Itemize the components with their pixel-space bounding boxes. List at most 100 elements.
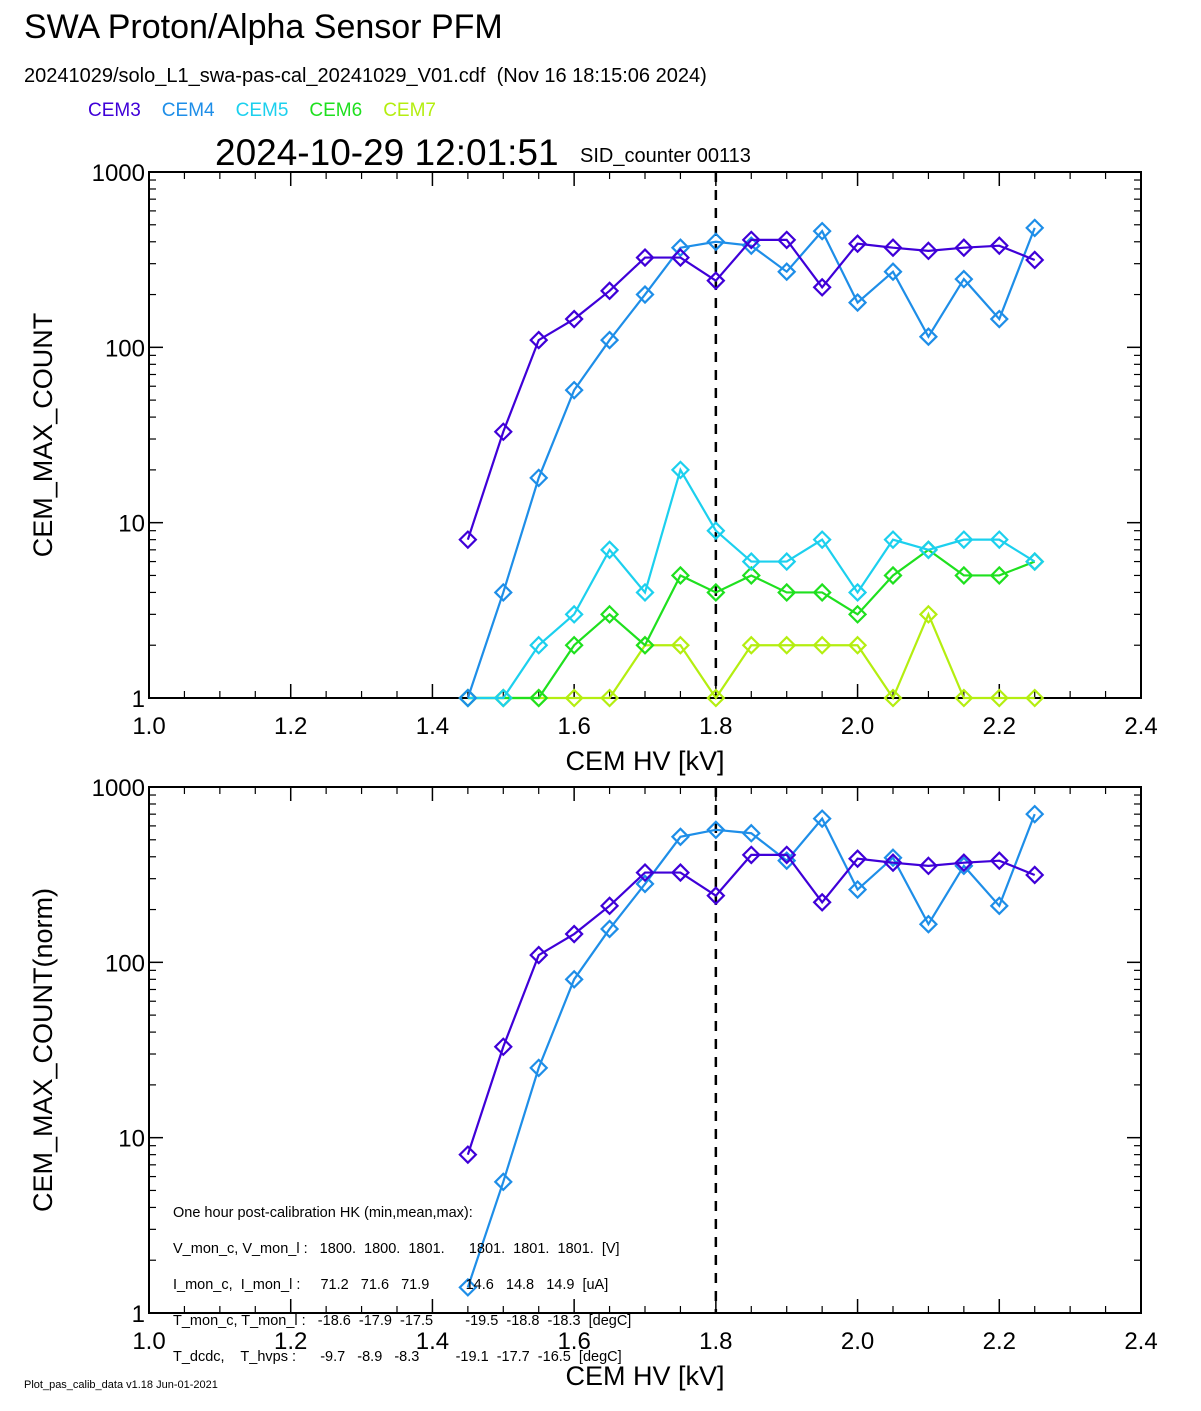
data-point bbox=[493, 582, 513, 602]
data-point bbox=[989, 309, 1009, 329]
data-point bbox=[883, 848, 903, 868]
data-point bbox=[458, 530, 478, 550]
data-point bbox=[564, 688, 584, 708]
data-point bbox=[741, 823, 761, 843]
data-point bbox=[883, 530, 903, 550]
x-tick-label: 2.2 bbox=[983, 1328, 1016, 1355]
data-point bbox=[777, 845, 797, 865]
data-point bbox=[706, 271, 726, 291]
x-tick-label: 1.4 bbox=[416, 1328, 449, 1355]
data-point bbox=[706, 886, 726, 906]
data-point bbox=[812, 635, 832, 655]
data-point bbox=[670, 565, 690, 586]
data-point bbox=[670, 238, 690, 258]
data-point bbox=[918, 327, 938, 347]
x-tick-label: 1.0 bbox=[132, 713, 165, 740]
x-tick-label: 1.8 bbox=[699, 713, 732, 740]
series-line bbox=[467, 548, 1036, 700]
data-point bbox=[848, 234, 868, 254]
x-tick-label: 1.6 bbox=[557, 713, 590, 740]
data-point bbox=[883, 262, 903, 282]
data-point bbox=[635, 635, 655, 655]
data-point bbox=[741, 565, 761, 586]
data-point bbox=[777, 262, 797, 282]
legend-entry-cem6: CEM6 bbox=[309, 100, 363, 121]
chart-panel-1: 1.0 1.2 1.4 1.6 1.8 2.0 2.2 2.4 1 10 100 1000 CEM HV… bbox=[28, 160, 1158, 776]
x-tick-label: 1.6 bbox=[557, 1328, 590, 1355]
page-title: SWA Proton/Alpha Sensor PFM bbox=[24, 8, 503, 46]
x-tick-label: 1.2 bbox=[274, 1328, 307, 1355]
data-point bbox=[706, 582, 726, 602]
data-point bbox=[741, 552, 761, 572]
data-point bbox=[1025, 688, 1045, 708]
data-point bbox=[883, 688, 903, 708]
data-point bbox=[883, 565, 903, 586]
y-tick-label: 1 bbox=[132, 686, 145, 713]
x-tick-label: 1.8 bbox=[699, 1328, 732, 1355]
data-point bbox=[529, 468, 549, 488]
data-point bbox=[954, 853, 974, 873]
data-point bbox=[529, 330, 549, 350]
data-point bbox=[600, 919, 620, 939]
series-line bbox=[467, 467, 1036, 700]
data-point bbox=[1025, 804, 1045, 824]
x-tick-label: 2.0 bbox=[841, 1328, 874, 1355]
x-axis-label: CEM HV [kV] bbox=[565, 746, 724, 776]
data-point bbox=[564, 604, 584, 624]
series-line bbox=[466, 853, 1036, 1156]
data-point bbox=[529, 1058, 549, 1078]
y-axis-label: CEM_MAX_COUNT(norm) bbox=[28, 888, 58, 1212]
hk-summary-box: One hour post-calibration HK (min,mean,m… bbox=[173, 1186, 631, 1384]
data-point bbox=[777, 582, 797, 602]
data-point bbox=[529, 635, 549, 655]
data-point bbox=[989, 236, 1009, 256]
hk-line: I_mon_c, I_mon_l : 71.2 71.6 71.9 14.6 1… bbox=[173, 1277, 609, 1293]
x-axis-label: CEM HV [kV] bbox=[565, 1361, 724, 1391]
data-point bbox=[741, 635, 761, 655]
chart-panel-2: 1.0 1.2 1.4 1.6 1.8 2.0 2.2 2.4 1 10 100 1000 CEM HV… bbox=[28, 775, 1158, 1391]
data-point bbox=[812, 582, 832, 602]
data-point bbox=[812, 809, 832, 829]
y-tick-label: 1000 bbox=[92, 160, 145, 187]
data-point bbox=[848, 849, 868, 869]
data-point bbox=[848, 880, 868, 900]
sid-counter: SID_counter 00113 bbox=[580, 145, 751, 167]
series-cem3 bbox=[458, 845, 1045, 1165]
footer-version: Plot_pas_calib_data v1.18 Jun-01-2021 bbox=[24, 1379, 218, 1391]
data-point bbox=[458, 1145, 478, 1165]
legend: CEM3 CEM4 CEM5 CEM6 CEM7 bbox=[88, 100, 457, 122]
data-point bbox=[670, 827, 690, 847]
data-point bbox=[777, 635, 797, 655]
data-point bbox=[493, 1037, 513, 1057]
legend-entry-cem7: CEM7 bbox=[383, 100, 436, 121]
data-point bbox=[635, 284, 655, 305]
series-cem3 bbox=[458, 230, 1045, 550]
data-point bbox=[812, 892, 832, 912]
series-line bbox=[466, 813, 1036, 1288]
data-point bbox=[812, 277, 832, 297]
data-point bbox=[989, 565, 1009, 586]
data-point bbox=[848, 635, 868, 655]
data-point bbox=[848, 293, 868, 313]
data-point bbox=[600, 604, 620, 624]
x-tick-label: 1.2 bbox=[274, 713, 307, 740]
data-point bbox=[1025, 865, 1045, 885]
data-point bbox=[1025, 552, 1045, 572]
data-point bbox=[564, 635, 584, 655]
legend-entry-cem5: CEM5 bbox=[235, 100, 289, 121]
data-point bbox=[493, 688, 513, 708]
data-point bbox=[918, 856, 938, 876]
series-cem6 bbox=[458, 540, 1045, 708]
legend-entry-cem4: CEM4 bbox=[161, 100, 215, 121]
hk-line: V_mon_c, V_mon_l : 1800. 1800. 1801. 180… bbox=[173, 1241, 620, 1257]
data-point bbox=[706, 820, 726, 840]
data-point bbox=[600, 688, 620, 708]
data-point bbox=[918, 241, 938, 261]
series-line bbox=[467, 611, 1035, 701]
data-point bbox=[670, 460, 690, 480]
data-point bbox=[1025, 250, 1045, 270]
data-point bbox=[848, 604, 868, 624]
x-tick-label: 2.4 bbox=[1124, 713, 1157, 740]
series-cem5 bbox=[458, 460, 1045, 708]
data-point bbox=[812, 530, 832, 550]
